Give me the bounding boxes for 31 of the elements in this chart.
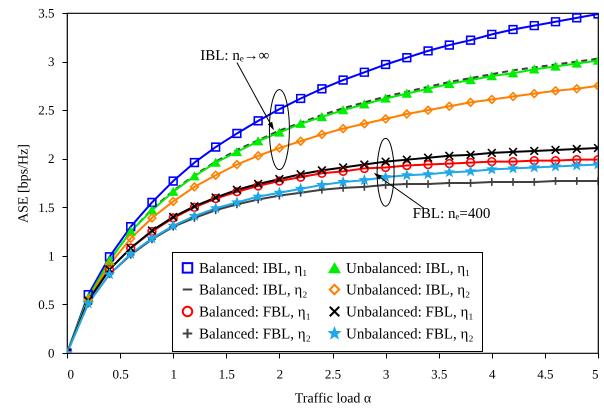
legend-label: Balanced: IBL, η₂	[199, 282, 308, 298]
x-tick-label: 1	[170, 366, 177, 382]
x-tick-label: 2.5	[324, 366, 342, 382]
legend-label: Unbalanced: IBL, η₁	[346, 261, 470, 278]
annotation: IBL: nₑ→∞	[200, 48, 270, 64]
x-tick-label: 4	[489, 366, 496, 382]
y-tick-label: 0	[48, 346, 54, 360]
y-tick-label: 3	[48, 54, 54, 70]
legend-label: Unbalanced: IBL, η₂	[346, 282, 470, 298]
x-tick-label: 3.5	[431, 366, 448, 382]
legend-label: Unbalanced: FBL, η₁	[346, 304, 474, 320]
legend-label: Balanced: FBL, η₁	[199, 304, 311, 320]
y-axis-title: ASE [bps/Hz]	[16, 144, 32, 223]
x-tick-label: 2	[276, 366, 284, 382]
legend-label: Balanced: IBL, η₁	[199, 260, 308, 277]
x-tick-label: 0.5	[112, 366, 129, 382]
y-tick-label: 2.5	[38, 102, 54, 118]
y-tick-label: 1.5	[38, 200, 54, 215]
y-tick-label: 1	[48, 248, 54, 264]
y-tick-label: 0.5	[38, 296, 54, 312]
x-tick-label: 3	[382, 366, 390, 382]
y-tick-label: 3.5	[38, 6, 54, 20]
x-tick-label: 0	[68, 366, 74, 382]
x-axis-title: Traffic load α	[294, 392, 372, 406]
x-tick-label: 1.5	[218, 366, 235, 382]
legend-label: Balanced: FBL, η₂	[199, 326, 311, 342]
annotation: FBL: nₑ=400	[412, 206, 490, 222]
x-tick-label: 4.5	[537, 366, 554, 382]
y-tick-label: 2	[48, 151, 54, 166]
x-tick-label: 5	[592, 366, 598, 382]
legend-label: Unbalanced: FBL, η₂	[346, 326, 474, 342]
